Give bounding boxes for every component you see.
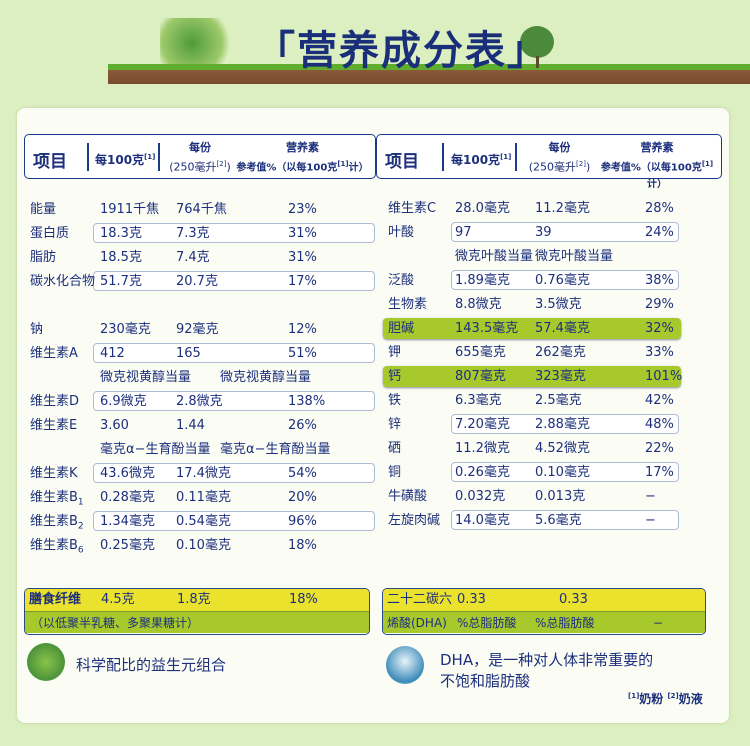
nutrient-name: 锌 [388,417,402,432]
table-row: 叶酸 97 39 24% [388,222,728,243]
nutrient-name: 叶酸 [388,225,415,240]
nutrient-name: 钠 [30,322,44,337]
nutrient-name: 维生素B1 [30,490,84,508]
table-header-right: 项目 每100克[1] 每份 (250毫升[2]) 营养素 参考值%（以每100克[… [376,134,722,190]
nutrient-name: 钙 [388,369,402,384]
dha-text: DHA，是一种对人体非常重要的 不饱和脂肪酸 [440,651,654,690]
plant-icon [160,18,240,68]
nutrient-name: 维生素B6 [30,538,84,556]
table-row: 钠 230毫克 92毫克 12% [30,319,370,340]
title-banner: 「营养成分表」 [0,0,750,100]
table-row: 维生素D 6.9微克 2.8微克 138% [30,391,370,412]
prebiotic-text: 科学配比的益生元组合 [76,656,227,674]
grass-soil-strip [108,64,750,84]
fish-icon [386,646,424,684]
table-row: 维生素K 43.6微克 17.4微克 54% [30,463,370,484]
table-row: 蛋白质 18.3克 7.3克 31% [30,223,370,244]
nutrient-name: 钾 [388,345,402,360]
table-row: 微克叶酸当量 微克叶酸当量 [455,249,614,264]
highlight-bar [383,366,681,387]
dha-callout: 二十二碳六 0.33 0.33 烯酸(DHA) %总脂肪酸 %总脂肪酸 − [382,588,706,635]
table-row: 维生素B1 0.28毫克 0.11毫克 20% [30,487,370,508]
footnote: [1]奶粉 [2]奶液 [628,692,703,706]
nutrient-name: 牛磺酸 [388,489,428,504]
page-title: 「营养成分表」 [255,28,549,74]
nutrient-name: 维生素K [30,466,78,481]
table-header-left: 项目 每100克[1] 每份 (250毫升[2]) 营养素 参考值%（以每100克[… [24,134,376,179]
table-row: 生物素 8.8微克 3.5微克 29% [388,294,728,315]
nutrient-name: 脂肪 [30,250,57,265]
table-row: 维生素E 3.60 1.44 26% [30,415,370,436]
table-row: 维生素B2 1.34毫克 0.54毫克 96% [30,511,370,532]
nutrient-name: 铁 [388,393,402,408]
table-row: 胆碱 143.5毫克 57.4毫克 32% [388,318,728,339]
nutrient-name: 维生素E [30,418,78,433]
nutrient-name: 泛酸 [388,273,415,288]
grass-icon [27,643,65,681]
nutrient-name: 维生素C [388,201,437,216]
nutrient-name: 生物素 [388,297,428,312]
table-row: 微克视黄醇当量 微克视黄醇当量 [100,370,312,385]
nutrient-name: 左旋肉碱 [388,513,441,528]
table-row: 牛磺酸 0.032克 0.013克 − [388,486,728,507]
table-row: 钾 655毫克 262毫克 33% [388,342,728,363]
table-row: 钙 807毫克 323毫克 101% [388,366,728,387]
nutrient-name: 维生素A [30,346,78,361]
nutrient-name: 维生素B2 [30,514,84,532]
tree-icon [520,26,554,58]
table-row: 左旋肉碱 14.0毫克 5.6毫克 − [388,510,728,531]
nutrient-name: 硒 [388,441,402,456]
fiber-callout: 膳食纤维 4.5克 1.8克 18% （以低聚半乳糖、多聚果糖计） [24,588,370,635]
nutrient-name: 碳水化合物 [30,274,96,289]
table-row: 铜 0.26毫克 0.10毫克 17% [388,462,728,483]
highlight-bar [383,318,681,339]
nutrient-name: 胆碱 [388,321,415,336]
table-row: 脂肪 18.5克 7.4克 31% [30,247,370,268]
table-row: 毫克α−生育酚当量 毫克α−生育酚当量 [100,442,331,457]
table-row: 维生素B6 0.25毫克 0.10毫克 18% [30,535,370,556]
table-row: 能量 1911千焦 764千焦 23% [30,199,370,220]
table-row: 碳水化合物 51.7克 20.7克 17% [30,271,370,292]
nutrient-name: 能量 [30,202,57,217]
table-row: 维生素A 412 165 51% [30,343,370,364]
nutrient-name: 蛋白质 [30,226,70,241]
table-row: 锌 7.20毫克 2.88毫克 48% [388,414,728,435]
table-row: 硒 11.2微克 4.52微克 22% [388,438,728,459]
table-row: 维生素C 28.0毫克 11.2毫克 28% [388,198,728,219]
nutrient-name: 维生素D [30,394,80,409]
table-row: 泛酸 1.89毫克 0.76毫克 38% [388,270,728,291]
table-row: 铁 6.3毫克 2.5毫克 42% [388,390,728,411]
nutrient-name: 铜 [388,465,402,480]
